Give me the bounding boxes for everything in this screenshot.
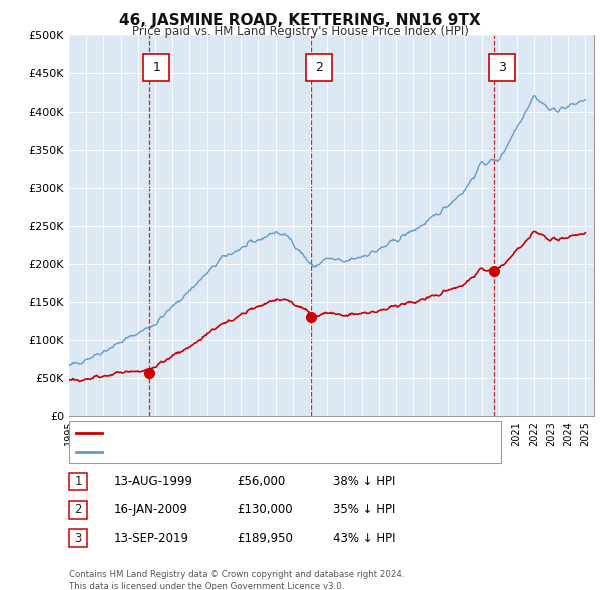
Text: 35% ↓ HPI: 35% ↓ HPI [333,503,395,516]
Bar [305,54,332,81]
Text: 2: 2 [74,503,82,516]
Text: £130,000: £130,000 [237,503,293,516]
Text: This data is licensed under the Open Government Licence v3.0.: This data is licensed under the Open Gov… [69,582,344,590]
Text: 46, JASMINE ROAD, KETTERING, NN16 9TX: 46, JASMINE ROAD, KETTERING, NN16 9TX [119,13,481,28]
Text: 1: 1 [152,61,160,74]
Text: 38% ↓ HPI: 38% ↓ HPI [333,475,395,488]
Text: 3: 3 [498,61,506,74]
Text: 2: 2 [314,61,323,74]
Text: 16-JAN-2009: 16-JAN-2009 [114,503,188,516]
Text: 1: 1 [74,475,82,488]
Bar [143,54,169,81]
Text: 43% ↓ HPI: 43% ↓ HPI [333,532,395,545]
Text: Price paid vs. HM Land Registry's House Price Index (HPI): Price paid vs. HM Land Registry's House … [131,25,469,38]
Text: 3: 3 [74,532,82,545]
Text: £56,000: £56,000 [237,475,285,488]
Text: HPI: Average price, detached house, North Northamptonshire: HPI: Average price, detached house, Nort… [107,447,427,457]
Text: 13-SEP-2019: 13-SEP-2019 [114,532,189,545]
Text: Contains HM Land Registry data © Crown copyright and database right 2024.: Contains HM Land Registry data © Crown c… [69,570,404,579]
Text: £189,950: £189,950 [237,532,293,545]
Text: 46, JASMINE ROAD, KETTERING, NN16 9TX (detached house): 46, JASMINE ROAD, KETTERING, NN16 9TX (d… [107,428,421,438]
Text: 13-AUG-1999: 13-AUG-1999 [114,475,193,488]
Bar [489,54,515,81]
